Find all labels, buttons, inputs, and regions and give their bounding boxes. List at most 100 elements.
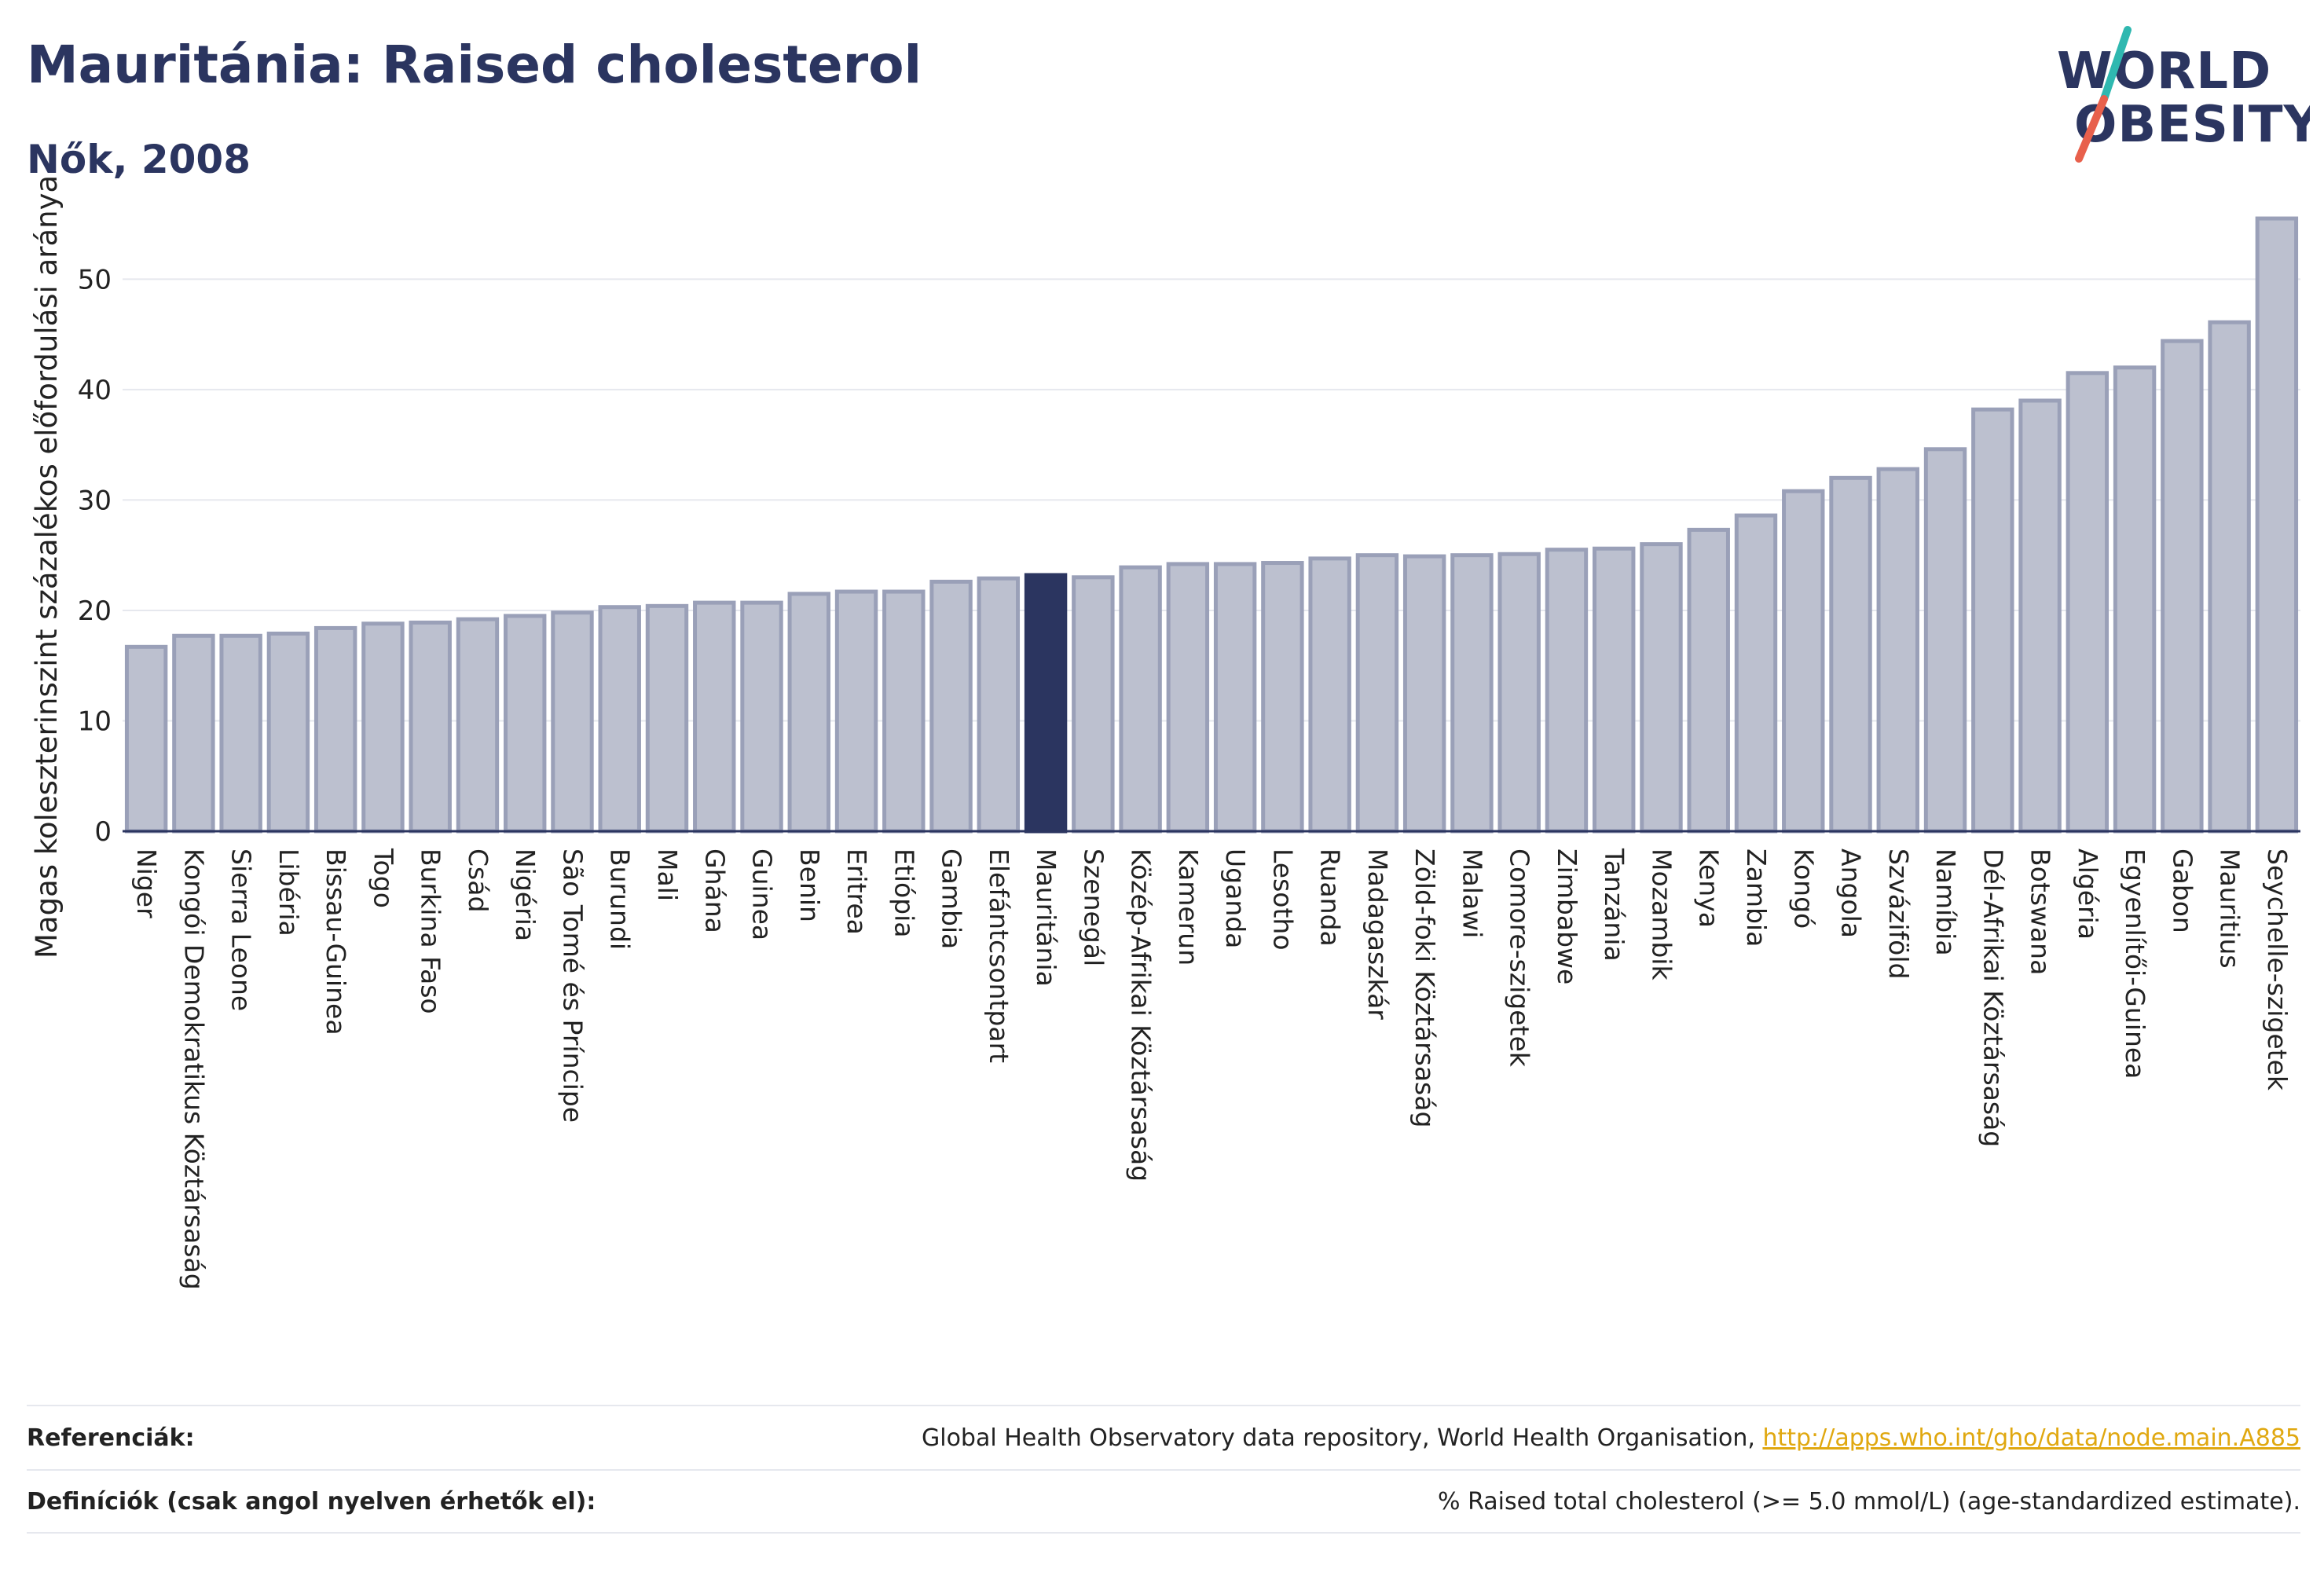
bar [2113, 365, 2157, 834]
x-tick-label: Ruanda [1315, 848, 1346, 947]
bar [456, 617, 500, 834]
bar [1876, 467, 1919, 834]
definitions-row: Definíciók (csak angol nyelven érhetők e… [27, 1469, 2300, 1534]
definitions-label: Definíciók (csak angol nyelven érhetők e… [27, 1487, 596, 1516]
x-tick-label: Burundi [605, 848, 636, 950]
x-tick-label: Dél-Afrikai Köztársaság [1978, 848, 2008, 1147]
bar [2161, 339, 2204, 834]
bar [740, 600, 783, 834]
bar [693, 600, 736, 834]
x-tick-label: Eritrea [841, 848, 872, 935]
x-tick-label: Togo [368, 848, 398, 908]
references-value: Global Health Observatory data repositor… [922, 1424, 2300, 1452]
bar [2018, 398, 2062, 834]
x-tick-label: Angola [1836, 848, 1867, 938]
x-tick-label: Burkina Faso [416, 848, 446, 1014]
x-tick-label: Nigéria [510, 848, 541, 941]
x-tick-label: Közép-Afrikai Köztársaság [1126, 848, 1157, 1182]
bar [1308, 556, 1351, 834]
bar [1593, 546, 1636, 834]
bar [172, 633, 215, 834]
world-obesity-logo: WORLD OBESITY [2057, 26, 2310, 163]
x-tick-label: Zöld-foki Köztársaság [1409, 848, 1440, 1127]
bar [1072, 575, 1115, 834]
bar [1687, 527, 1730, 834]
bar [787, 592, 830, 834]
bar [1402, 554, 1446, 834]
bar [1640, 542, 1683, 834]
x-tick-label: Algéria [2073, 848, 2103, 940]
x-tick-label: Comore-szigetek [1505, 848, 1535, 1068]
bar [1734, 513, 1778, 834]
logo-line-1: WORLD [2057, 42, 2271, 101]
bar [2208, 320, 2251, 834]
bar [124, 644, 168, 834]
x-tick-label: Madagaszkár [1362, 848, 1393, 1020]
x-tick-label: Tanzánia [1599, 848, 1629, 962]
references-label: Referenciák: [27, 1424, 195, 1452]
x-tick-label: Mali [652, 848, 683, 901]
bar [882, 589, 926, 834]
x-tick-label: Zimbabwe [1552, 848, 1582, 984]
x-tick-label: Namíbia [1930, 848, 1961, 956]
x-tick-label: Bissau-Guinea [321, 848, 351, 1035]
bar [598, 605, 641, 834]
references-text: Global Health Observatory data repositor… [922, 1424, 1755, 1452]
x-tick-label: Guinea [747, 848, 778, 940]
x-tick-label: São Tomé és Príncipe [557, 848, 588, 1123]
bar [1923, 447, 1967, 834]
bar [219, 633, 262, 834]
bar [645, 603, 689, 834]
y-tick-label: 50 [78, 264, 112, 295]
x-tick-label: Niger [131, 848, 162, 918]
bar [313, 625, 357, 834]
logo-slash-teal [2100, 26, 2132, 103]
bar [551, 610, 594, 834]
y-tick-label: 30 [78, 485, 112, 516]
x-tick-label: Elefántcsontpart [984, 848, 1014, 1063]
bar [1024, 573, 1068, 834]
logo-line-2: OBESITY [2074, 96, 2310, 154]
x-tick-label: Kenya [1694, 848, 1725, 928]
x-tick-label: Zambia [1741, 848, 1772, 947]
bar [504, 614, 547, 834]
x-tick-label: Benin [794, 848, 825, 922]
bar [1497, 552, 1541, 834]
y-tick-label: 10 [78, 706, 112, 737]
bar [2066, 371, 2110, 834]
y-axis-label: Magas koleszterinszint százalékos előfor… [30, 175, 64, 958]
axes: 0 10 20 30 40 50 [78, 264, 2300, 848]
x-tick-label: Uganda [1220, 848, 1251, 948]
x-tick-label: Kamerun [1173, 848, 1204, 966]
x-tick-label: Malawi [1457, 848, 1487, 938]
logo-slash-red [2075, 95, 2108, 163]
x-tick-label: Mauritánia [1031, 848, 1061, 987]
bar [1971, 407, 2014, 834]
x-tick-label: Egyenlítői-Guinea [2120, 848, 2150, 1079]
x-tick-label: Seychelle-szigetek [2262, 848, 2293, 1091]
bar [1355, 553, 1399, 834]
x-tick-label: Botswana [2025, 848, 2056, 975]
bar [266, 631, 310, 834]
x-tick-label: Csád [463, 848, 493, 912]
x-tick-label: Szenegál [1078, 848, 1109, 966]
definitions-text: % Raised total cholesterol (>= 5.0 mmol/… [1438, 1487, 2300, 1516]
bar [834, 589, 878, 834]
bar [929, 579, 973, 834]
bar [409, 620, 452, 834]
bar [1450, 553, 1494, 834]
x-tick-label: Kongó [1788, 848, 1819, 929]
bar-chart: 0 10 20 30 40 50 Niger Kongói Demokratikus Köz… [30, 175, 2300, 1290]
x-tick-label: Mozambik [1646, 848, 1677, 980]
bar [1261, 561, 1304, 834]
x-tick-label: Sierra Leone [226, 848, 257, 1011]
y-tick-label: 20 [78, 596, 112, 627]
bar [1829, 475, 1872, 834]
y-tick-label: 40 [78, 375, 112, 406]
bar [977, 576, 1021, 834]
bar [1213, 562, 1257, 834]
references-link[interactable]: http://apps.who.int/gho/data/node.main.A… [1762, 1424, 2300, 1452]
x-tick-label: Ghána [699, 848, 730, 933]
x-tick-label: Szváziföld [1883, 848, 1914, 979]
x-tick-label: Libéria [273, 848, 304, 936]
